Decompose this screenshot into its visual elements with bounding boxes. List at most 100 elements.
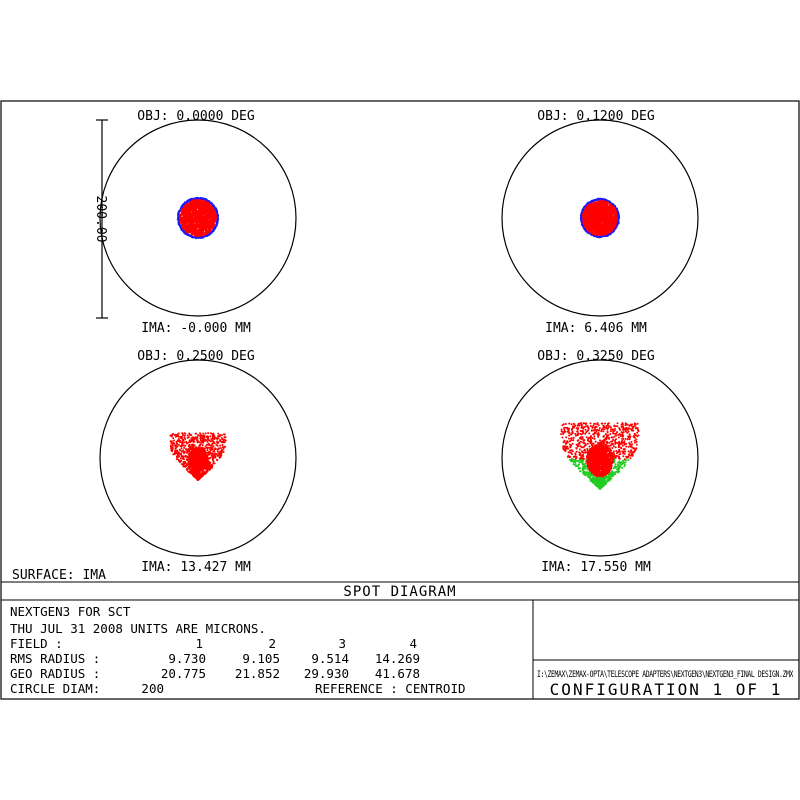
spot-point-red [598,221,602,224]
spot-point-red [170,442,173,445]
spot-point-red [623,443,626,446]
spot-point-red [207,214,211,217]
spot-point-green [610,473,613,476]
spot-point-red [214,215,217,218]
spot-point-red [607,422,609,425]
spot-point-red [564,442,567,445]
spot-point-red [179,213,183,217]
spot-point-red [601,428,603,431]
spot-point-red [569,449,571,452]
spot-point-red [194,459,197,463]
spot-point-red [197,467,200,470]
spot-point-red [206,440,209,443]
spot-point-red [205,221,209,224]
spot-point-red [580,450,583,453]
spot-point-red [569,451,572,454]
spot-point-red [212,453,215,456]
spot-point-red [211,224,214,228]
spot-point-red [190,443,193,446]
spot-point-red [630,450,633,453]
spot-point-red [572,439,575,442]
spot-point-red [592,429,595,432]
spot-point-red [609,203,612,206]
spot-point-red [616,422,619,425]
spot-point-red [197,434,200,437]
spot-point-red [213,462,216,465]
spot-point-red [589,442,592,445]
spot-point-red [606,209,610,212]
spot-point-red [171,434,174,437]
spot-point-red [197,214,201,217]
spot-point-red [560,428,563,431]
spot-point-red [186,463,189,466]
spot-point-red [621,450,624,453]
spot-point-red [201,230,205,234]
spot-point-red [218,454,221,457]
spot-point-red [609,430,612,433]
spot-point-red [612,211,616,214]
spot-point-red [564,423,567,425]
spot-point-green [583,473,586,476]
spot-point-red [194,226,197,229]
spot-point-red [598,433,601,436]
spot-point-red [219,447,222,450]
spot-point-red [195,222,199,225]
spot-point-red [563,449,566,452]
spot-point-red [602,200,606,204]
spot-point-red [581,430,584,432]
spot-point-red [185,448,188,451]
spot-point-red [568,437,570,440]
spot-point-red [192,471,194,474]
spot-point-red [183,441,186,444]
spot-point-red [622,441,625,444]
spot-point-red [599,199,602,203]
spot-point-red [593,435,596,438]
spot-point-red [576,430,579,433]
spot-point-green [605,481,608,483]
spot-point-green [614,463,617,466]
spot-point-red [602,430,605,433]
spot-point-red [192,453,196,456]
spot-point-red [192,466,196,469]
spot-point-red [636,427,639,430]
spot-point-green [582,471,585,473]
spot-point-red [582,451,585,454]
spot-point-red [201,449,204,453]
field-4-obj-label: OBJ: 0.3250 DEG [537,349,655,364]
spot-point-red [593,227,596,231]
spot-point-green [576,465,579,468]
spot-point-red [192,210,196,214]
spot-point-red [584,213,588,217]
spot-point-red [575,450,578,453]
spot-point-red [203,213,207,216]
field-1-ima-label: IMA: -0.000 MM [141,321,251,336]
spot-point-red [584,217,587,221]
spot-point-red [210,464,213,466]
spot-point-red [175,442,178,445]
spot-point-red [214,456,217,459]
spot-point-red [625,427,627,430]
spot-point-red [603,425,605,427]
spot-point-red [197,203,201,207]
spot-point-red [565,445,567,448]
spot-point-red [201,461,205,464]
spot-point-red [607,426,610,429]
spot-point-red [177,459,180,462]
spot-point-red [184,437,187,440]
spot-point-red [571,442,574,445]
spot-point-red [208,462,211,464]
spot-point-red [218,435,221,438]
spot-point-red [577,422,580,425]
spot-point-red [623,450,626,453]
spot-point-green [602,481,605,484]
field-3-obj-label: OBJ: 0.2500 DEG [137,349,255,364]
spot-point-green [617,471,620,474]
spot-point-red [561,424,564,427]
spot-point-red [616,431,619,434]
spot-point-red [568,422,571,425]
spot-point-red [609,426,612,429]
spot-point-red [572,436,575,439]
spot-point-red [565,436,568,439]
spot-point-red [625,445,628,448]
spot-point-red [204,472,207,475]
